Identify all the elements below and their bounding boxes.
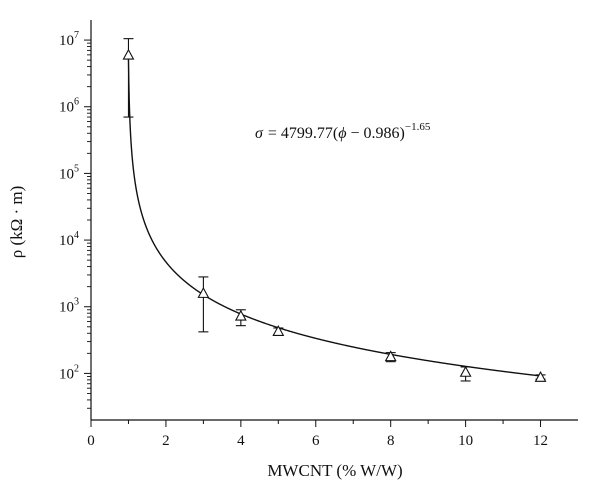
x-axis-label: MWCNT (% W/W)	[267, 461, 402, 480]
y-tick-label: 102	[59, 363, 79, 382]
y-tick-label: 104	[59, 230, 79, 249]
x-tick-label: 8	[387, 433, 395, 449]
data-point-triangle	[272, 325, 285, 336]
x-axis-ticks: 0 2 4 6 8 10 12	[87, 420, 548, 449]
y-tick-label: 103	[59, 297, 79, 316]
x-tick-label: 12	[533, 433, 548, 449]
fit-equation-annotation: σ = 4799.77(ϕ − 0.986)−1.65	[255, 121, 431, 142]
y-tick-label: 105	[59, 163, 79, 182]
data-points	[122, 48, 547, 382]
data-point-triangle	[459, 365, 472, 377]
equation-lhs: σ	[255, 125, 264, 142]
x-tick-label: 6	[312, 433, 320, 449]
axes	[90, 20, 578, 421]
data-point-triangle	[384, 350, 397, 362]
fit-curve-layer	[127, 57, 541, 377]
equation-rhs-mid: − 0.986)	[347, 125, 405, 142]
data-point-triangle	[234, 309, 247, 321]
equation-phi: ϕ	[338, 125, 346, 142]
data-point-triangle	[197, 286, 210, 298]
error-bars	[123, 38, 546, 382]
y-axis-ticks: 102 103 104 105 106 107	[59, 30, 91, 409]
y-tick-label: 106	[59, 97, 79, 116]
equation-rhs-prefix: = 4799.77(	[268, 125, 338, 142]
y-axis-label: ρ (kΩ · m)	[7, 186, 26, 259]
data-point-triangle	[534, 370, 547, 382]
y-tick-label: 107	[59, 30, 79, 49]
equation-exponent: −1.65	[405, 121, 431, 133]
x-tick-label: 10	[458, 433, 473, 449]
x-tick-label: 4	[237, 433, 245, 449]
data-point-triangle	[122, 48, 135, 60]
x-tick-label: 0	[87, 433, 95, 449]
fit-curve	[127, 57, 541, 377]
x-tick-label: 2	[162, 433, 170, 449]
